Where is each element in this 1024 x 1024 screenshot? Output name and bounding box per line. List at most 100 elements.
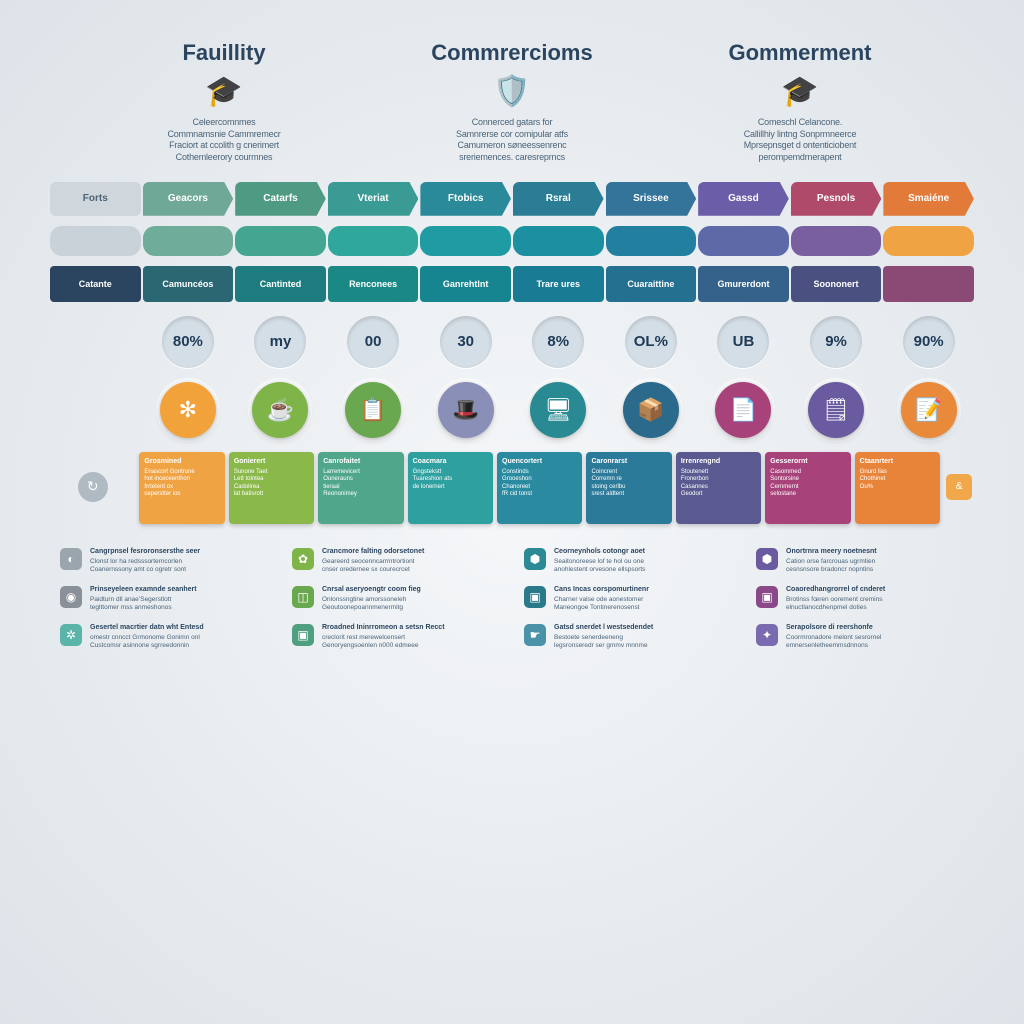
stat-circle-6: UB [717,316,769,368]
stat-circle-3: 30 [440,316,492,368]
legend-item-0: ◐Cangrpnsel fesroronsersthe seerClonst l… [60,548,268,574]
main-grid: FortsGeacorsCatarfsVteriatFtobicsRsralSr… [50,182,974,524]
legend-title-2: Ceorneynhols cotongr aoet [554,548,645,557]
card-body-5: Coincrent Corremn re stoing cerlbu srest… [591,469,625,497]
stat-col-4: 8% [513,316,604,368]
legend-lines-7: Brotinss fœren oorement cremins elnuctla… [786,596,882,611]
category-icon-7: 🗒 [808,382,864,438]
card-row: ↻ Grosmined Enascort Gontrone hot inceceen… [50,452,974,524]
stat-col-5: OL% [606,316,697,368]
card-col-5: Caronrarst Coincrent Corremn re stoing ce… [586,452,671,524]
legend-text-0: Cangrpnsel fesroronsersthe seerClonst lo… [90,548,200,574]
category-icon-4: 🖥 [530,382,586,438]
legend-item-10: ☛Gatsd snerdet l westsedendetBestoete se… [524,624,732,650]
legend-item-7: ▣Coaoredhangrorrel of cnderetBrotinss fœ… [756,586,964,612]
card-col-2: CanrofaitetLarremevicert Ounerauns tiera… [318,452,403,524]
stat-col-3: 30 [420,316,511,368]
card-col-7: GesserorntCasommed Sontorsine Cernmernt … [765,452,850,524]
legend-lines-8: omestr cnncct Grmonome Gonimn onl Custco… [90,634,200,649]
legend-title-10: Gatsd snerdet l westsedendet [554,624,653,633]
legend-lines-3: Cation orse farcrouas ugrmtien cesnsnsor… [786,558,875,573]
round-bar-2 [235,226,326,256]
card-title-5: Caronrarst [591,458,666,466]
card-title-8: Ctaanrtert [860,458,935,466]
legend-lines-9: creclorit rest merewelcensert Genoryengs… [322,634,419,649]
legend-icon-11: ✦ [756,624,778,646]
card-col-4: Quencortert Constinds Grooeshon Chanoreet… [497,452,582,524]
round-bar-5 [513,226,604,256]
category-label-7: Gmurerdont [698,266,789,302]
card-title-0: Grosmined [144,458,219,466]
card-body-0: Enascort Gontrone hot inceceenthon frrte… [144,469,194,497]
card-col-0: Grosmined Enascort Gontrone hot inceceent… [139,452,224,524]
card-body-1: Sunone Taet Lett tolntea Cadolirea lat b… [234,469,268,497]
legend-icon-6: ▣ [524,586,546,608]
category-icon-0: ✻ [160,382,216,438]
info-card-7: GesserorntCasommed Sontorsine Cernmernt … [765,452,850,524]
category-icon-8: 📝 [901,382,957,438]
legend-lines-11: Coormronadore melont sesrornel emnersenl… [786,634,881,649]
card-body-7: Casommed Sontorsine Cernmernt selostane [770,469,801,497]
icon-col-5: 📦 [606,382,697,438]
card-body-4: Constinds Grooeshon Chanoreet fR cid ton… [502,469,532,497]
header-desc-2: Connerced gatars for Samnrerse cor comip… [397,117,627,164]
legend-text-4: Prinseyeleen examnde seanhertPaidturn dl… [90,586,197,612]
category-label-5: Trare ures [513,266,604,302]
info-card-3: CoacmaraGngstekstt Tuareshion ats de lon… [408,452,493,524]
legend-item-1: ✿Crancmore falting odorsetonetGeareerd s… [292,548,500,574]
tab-gassd: Gassd [698,182,789,216]
card-col-8: Ctaanrtert Gnurd llas Chothinet Ou% [855,452,940,524]
header-title-3: Gommerment [656,40,944,66]
shield-icon: 🛡️ [493,74,530,109]
icon-col-4: 🖥 [513,382,604,438]
stat-col-6: UB [698,316,789,368]
stat-row: 80%my00308%OL%UB9%90% [50,316,974,368]
card-title-4: Quencortert [502,458,577,466]
legend-item-8: ✲Gesertel macrtier datn wht Entesdomestr… [60,624,268,650]
end-badge-icon: & [946,474,972,500]
legend-text-9: Rroadned Ininrromeon a setsn Recctcreclo… [322,624,445,650]
legend-title-3: Onortrnra meery noetnesnt [786,548,877,557]
tab-vteriat: Vteriat [328,182,419,216]
category-label-0: Catante [50,266,141,302]
legend-text-5: Cnrsal aseryoengtr coom fiegOnlonssngtin… [322,586,421,612]
legend-lines-6: Charner valse ode aonestomer Maneongoe T… [554,596,643,611]
legend-text-6: Cans Incas corspomurtinenrCharner valse … [554,586,649,612]
legend-text-1: Crancmore falting odorsetonetGeareerd se… [322,548,424,574]
icon-col-3: 🎩 [420,382,511,438]
tab-catarfs: Catarfs [235,182,326,216]
card-body-8: Gnurd llas Chothinet Ou% [860,469,887,489]
stat-circle-0: 80% [162,316,214,368]
round-bar-1 [143,226,234,256]
icon-col-2: 📋 [328,382,419,438]
legend-icon-5: ◫ [292,586,314,608]
round-row [50,226,974,256]
tab-geacors: Geacors [143,182,234,216]
card-col-3: CoacmaraGngstekstt Tuareshion ats de lon… [408,452,493,524]
info-card-0: Grosmined Enascort Gontrone hot inceceent… [139,452,224,524]
card-pad: ↻ [50,452,135,524]
card-title-1: Gonierert [234,458,309,466]
round-bar-9 [883,226,974,256]
stat-circle-4: 8% [532,316,584,368]
graduation-cap-icon: 🎓 [781,74,818,109]
legend-lines-10: Bestoete senerdeeneng legsronseredr ser … [554,634,648,649]
tab-pesnols: Pesnols [791,182,882,216]
info-card-2: CanrofaitetLarremevicert Ounerauns tiera… [318,452,403,524]
category-icon-2: 📋 [345,382,401,438]
legend-title-11: Serapolsore di reershonfe [786,624,881,633]
legend-lines-0: Clonst lor ha redsssorterncorlen Coanern… [90,558,186,573]
card-title-3: Coacmara [413,458,488,466]
category-icon-1: ☕ [252,382,308,438]
legend-icon-7: ▣ [756,586,778,608]
round-bar-7 [698,226,789,256]
legend-lines-4: Paidturn dll anae’Segerstlott teglttomer… [90,596,172,611]
legend-title-8: Gesertel macrtier datn wht Entesd [90,624,204,633]
legend-item-5: ◫ Cnrsal aseryoengtr coom fiegOnlonssngti… [292,586,500,612]
stat-circle-5: OL% [625,316,677,368]
stat-col-8: 90% [883,316,974,368]
card-col-6: IrrenrengndStoutenett Fronerbon Casannes… [676,452,761,524]
category-icon-5: 📦 [623,382,679,438]
legend-text-3: Onortrnra meery noetnesntCation orse far… [786,548,877,574]
icon-col-8: 📝 [883,382,974,438]
